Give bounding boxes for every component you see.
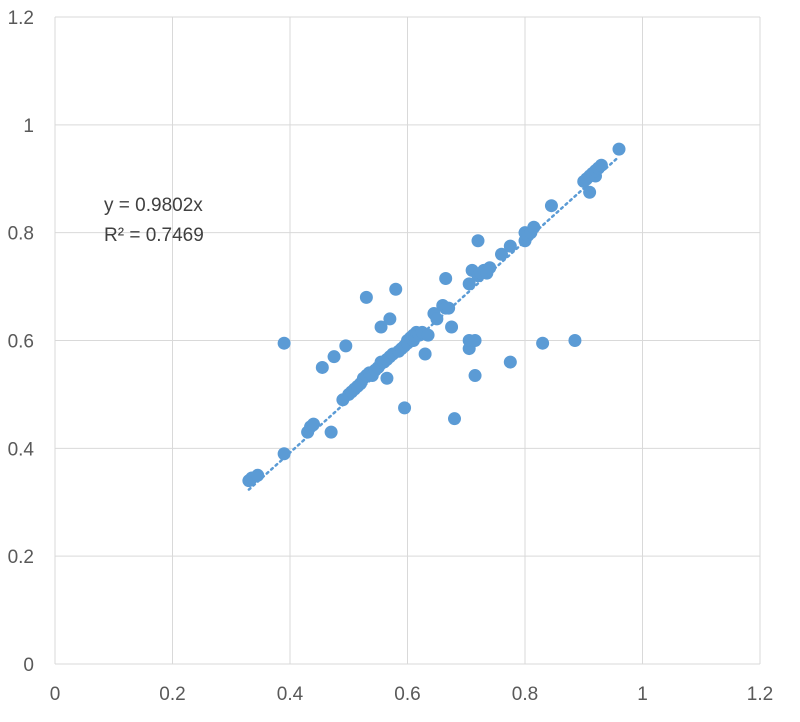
data-point <box>468 334 482 347</box>
data-point <box>251 468 265 482</box>
y-tick-label: 1 <box>23 116 34 137</box>
data-point <box>374 320 388 334</box>
data-point <box>324 425 338 439</box>
data-point <box>462 277 476 291</box>
data-point <box>468 369 482 383</box>
data-points <box>242 142 626 488</box>
trendline-equation: y = 0.9802x <box>104 195 203 216</box>
x-tick-label: 0.4 <box>277 684 304 705</box>
data-point <box>544 199 558 213</box>
x-axis-tick-labels: 0 0.2 0.4 0.6 0.8 1 1.2 <box>50 684 774 705</box>
y-axis-tick-labels: 0 0.2 0.4 0.6 0.8 1 1.2 <box>8 8 35 676</box>
data-point <box>277 336 291 350</box>
data-point <box>568 334 582 347</box>
data-point <box>594 158 608 172</box>
data-point <box>307 417 320 431</box>
data-point <box>389 282 403 296</box>
data-point <box>383 312 397 326</box>
data-point <box>445 320 459 334</box>
data-point <box>448 412 461 426</box>
data-point <box>359 290 373 304</box>
data-point <box>503 355 517 369</box>
data-point <box>315 360 329 374</box>
data-point <box>327 350 341 364</box>
data-point <box>471 234 485 248</box>
data-point <box>439 271 453 285</box>
x-tick-label: 0 <box>50 684 61 705</box>
data-point <box>612 142 626 156</box>
x-tick-label: 0.6 <box>394 684 420 705</box>
y-tick-label: 0 <box>23 655 34 676</box>
data-point <box>398 401 412 415</box>
data-point <box>421 328 435 342</box>
data-point <box>430 312 444 326</box>
x-tick-label: 0.8 <box>512 684 538 705</box>
data-point <box>495 247 508 261</box>
x-tick-label: 1 <box>637 684 648 705</box>
y-tick-label: 1.2 <box>8 8 34 29</box>
data-point <box>483 261 497 275</box>
y-tick-label: 0.8 <box>8 224 34 245</box>
y-tick-label: 0.2 <box>8 547 34 568</box>
x-tick-label: 1.2 <box>747 684 773 705</box>
data-point <box>536 336 550 350</box>
data-point <box>277 447 291 461</box>
data-point <box>418 347 432 361</box>
data-point <box>442 301 456 315</box>
data-point <box>339 339 353 353</box>
gridlines <box>54 16 761 665</box>
data-point <box>527 220 541 234</box>
trendline-r-squared: R² = 0.7469 <box>104 225 204 246</box>
x-tick-label: 0.2 <box>159 684 185 705</box>
data-point <box>503 239 517 253</box>
data-point <box>583 185 597 199</box>
y-tick-label: 0.4 <box>8 439 35 460</box>
y-tick-label: 0.6 <box>8 332 34 353</box>
data-point <box>380 371 394 385</box>
